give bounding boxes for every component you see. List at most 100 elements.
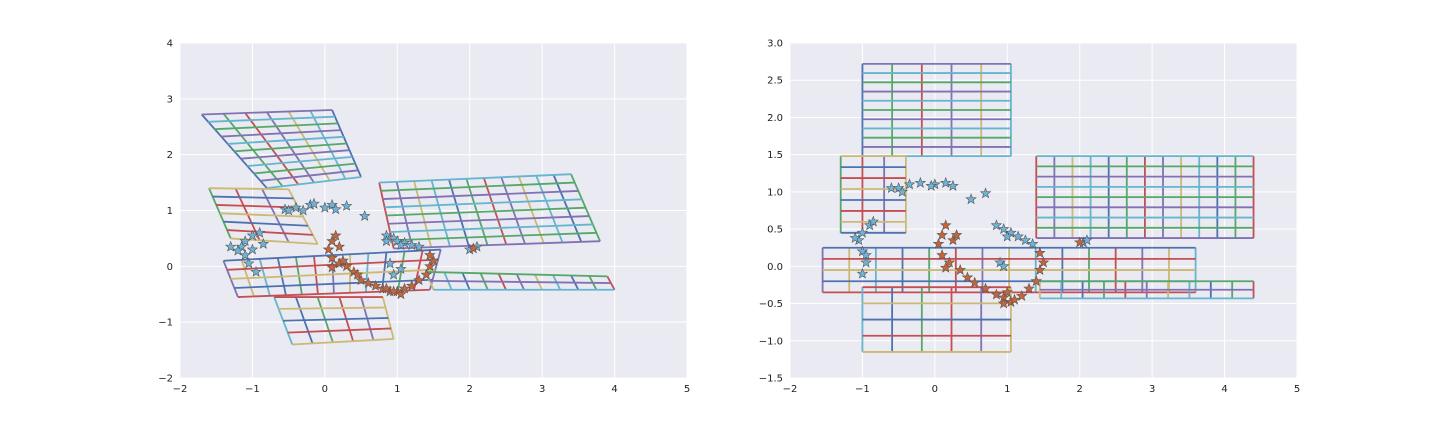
mesh-line [384, 198, 583, 209]
mesh-line [426, 271, 608, 278]
y-tick-label: 2 [167, 150, 173, 161]
star-marker-orange [979, 282, 992, 294]
mesh-line [429, 279, 611, 284]
star-marker-orange [333, 240, 346, 252]
star-marker-blue [997, 223, 1010, 235]
x-tick-label: 1 [394, 384, 400, 395]
x-tick-label: 3 [539, 384, 545, 395]
mesh-line [386, 206, 586, 217]
right-plot-panel: −2 −1 0 1 2 3 4 5 −1.5 −1.0 −0.5 0.0 0.5 1.0 1.5 2.0 2.5… [759, 39, 1300, 396]
left-plot-panel: −2 −1 0 1 2 3 4 5 −2 −1 0 1 2 3 4 [158, 39, 690, 396]
star-marker-blue [326, 198, 338, 210]
mesh-line [223, 220, 309, 227]
y-tick-label: 2.0 [767, 113, 783, 124]
star-marker-orange [939, 261, 952, 273]
star-marker-orange [1008, 293, 1021, 305]
y-tick-label: 0 [167, 262, 173, 273]
star-marker-orange [1030, 275, 1043, 287]
star-marker-blue [997, 260, 1010, 272]
star-marker-orange [1023, 282, 1035, 294]
y-tick-label: 0.0 [767, 262, 783, 273]
y-tick-label: 1.0 [767, 187, 783, 198]
mesh-line [287, 327, 391, 334]
star-marker-orange [954, 264, 966, 275]
star-marker-orange [355, 274, 367, 286]
star-marker-blue [232, 244, 244, 256]
star-marker-orange [427, 254, 440, 266]
star-marker-blue [358, 210, 371, 221]
mesh-line [234, 278, 433, 289]
mesh-line [292, 338, 394, 346]
star-marker-orange [997, 297, 1010, 309]
x-tick-label: 5 [684, 384, 690, 395]
mesh-line [227, 135, 344, 145]
mesh-line [221, 129, 341, 138]
star-marker-orange [326, 261, 338, 273]
y-tick-label: −1.5 [759, 374, 783, 385]
star-marker-blue [246, 229, 259, 241]
star-marker-orange [1037, 256, 1050, 268]
star-marker-blue [856, 267, 869, 279]
mesh-line [234, 142, 347, 153]
mesh-line [273, 296, 294, 345]
x-tick-label: 4 [611, 384, 617, 395]
star-marker-orange [932, 237, 945, 249]
star-marker-blue [1026, 237, 1039, 249]
star-marker-blue [282, 204, 295, 216]
star-marker-blue [990, 219, 1003, 231]
star-marker-orange [413, 274, 425, 286]
star-marker-blue [903, 178, 916, 190]
star-marker-orange [1016, 290, 1028, 302]
mesh-line [253, 162, 356, 175]
mesh-line [379, 173, 572, 184]
mesh-line [240, 149, 350, 160]
star-marker-blue [246, 243, 259, 255]
star-marker-orange [947, 234, 959, 246]
mesh-line [208, 187, 289, 191]
y-tick-label: −1.0 [759, 336, 783, 347]
y-tick-label: 3.0 [767, 39, 783, 50]
star-marker-blue [856, 226, 869, 238]
star-marker-orange [950, 229, 963, 240]
star-marker-orange [362, 277, 375, 288]
mesh-line [208, 115, 336, 123]
y-tick-label: −1 [158, 318, 173, 329]
mesh-line [283, 317, 389, 322]
star-marker-orange [1001, 286, 1014, 298]
star-marker-orange [1034, 246, 1046, 258]
x-tick-label: 0 [322, 384, 328, 395]
star-marker-blue [308, 197, 320, 209]
star-marker-orange [337, 254, 349, 266]
star-marker-orange [369, 279, 382, 291]
star-marker-blue [387, 268, 400, 280]
star-marker-orange [961, 271, 974, 283]
star-marker-orange [322, 243, 335, 255]
mesh-line [201, 109, 333, 116]
star-marker-blue [1001, 230, 1014, 242]
mesh-line [390, 223, 593, 233]
star-marker-orange [968, 276, 981, 288]
mesh-line [214, 122, 338, 131]
star-marker-blue [329, 203, 342, 215]
x-tick-label: −1 [855, 384, 870, 395]
y-tick-label: 3 [167, 94, 173, 105]
star-marker-orange [326, 251, 338, 263]
star-marker-blue [290, 201, 302, 213]
mesh-line [382, 190, 579, 200]
star-marker-orange [395, 288, 407, 300]
star-marker-orange [943, 256, 956, 268]
star-marker-orange [326, 235, 338, 247]
star-marker-orange [424, 249, 436, 261]
x-tick-label: 2 [467, 384, 473, 395]
x-tick-label: 5 [1294, 384, 1300, 395]
star-marker-orange [398, 282, 411, 294]
star-marker-blue [925, 179, 937, 191]
x-tick-label: 3 [1149, 384, 1155, 395]
mesh-line [212, 195, 294, 200]
star-marker-blue [896, 185, 909, 197]
star-marker-blue [406, 239, 418, 251]
star-marker-blue [340, 199, 353, 211]
x-tick-label: −2 [783, 384, 798, 395]
mesh-line [260, 169, 359, 182]
mesh-group [821, 62, 1255, 353]
